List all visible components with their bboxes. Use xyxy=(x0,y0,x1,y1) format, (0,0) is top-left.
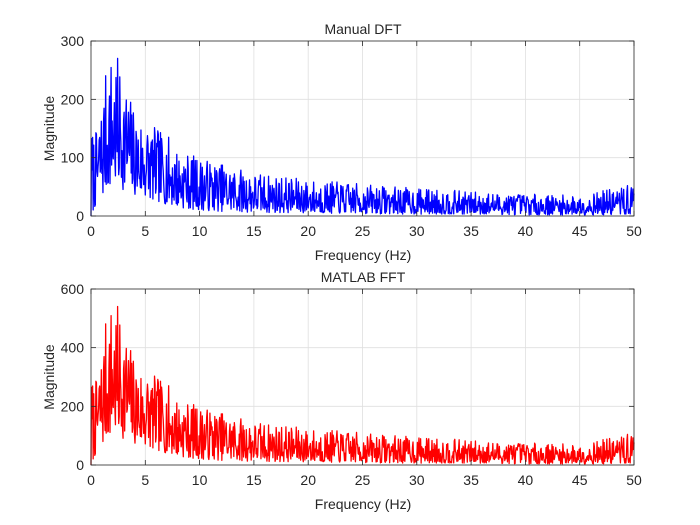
y-tick-label: 400 xyxy=(61,340,85,356)
x-tick-label: 40 xyxy=(518,223,534,239)
x-tick-label: 45 xyxy=(572,223,588,239)
x-tick-label: 50 xyxy=(626,223,642,239)
y-tick-label: 0 xyxy=(76,457,84,473)
subplot-manual-dft: Manual DFT 0 5 10 15 20 25 30 35 40 45 50 0 100 200 3… xyxy=(41,21,642,263)
x-tick-label: 35 xyxy=(463,223,479,239)
x-tick-label: 30 xyxy=(409,472,425,488)
x-tick-label: 5 xyxy=(141,472,149,488)
x-tick-labels: 0 5 10 15 20 25 30 35 40 45 50 xyxy=(87,41,642,239)
series-line xyxy=(90,305,635,466)
x-tick-label: 25 xyxy=(355,223,371,239)
y-tick-label: 300 xyxy=(61,33,85,49)
series-line xyxy=(90,57,635,217)
y-tick-labels: 0 200 400 600 xyxy=(61,281,634,473)
data-line-series xyxy=(90,305,635,466)
x-tick-label: 20 xyxy=(300,223,316,239)
y-tick-label: 200 xyxy=(61,91,85,107)
y-tick-label: 100 xyxy=(61,150,85,166)
chart-title: Manual DFT xyxy=(324,21,401,37)
x-tick-label: 40 xyxy=(518,472,534,488)
grid xyxy=(91,289,634,465)
y-tick-label: 0 xyxy=(76,208,84,224)
x-tick-label: 20 xyxy=(300,472,316,488)
x-tick-labels: 0 5 10 15 20 25 30 35 40 45 50 xyxy=(87,289,642,488)
x-tick-label: 5 xyxy=(141,223,149,239)
x-tick-label: 0 xyxy=(87,223,95,239)
y-axis-label: Magnitude xyxy=(41,96,57,162)
x-tick-label: 45 xyxy=(572,472,588,488)
data-line-series xyxy=(90,57,635,217)
x-tick-label: 15 xyxy=(246,472,262,488)
y-tick-labels: 0 100 200 300 xyxy=(61,33,634,224)
x-axis-label: Frequency (Hz) xyxy=(315,247,411,263)
x-tick-label: 35 xyxy=(463,472,479,488)
y-tick-label: 200 xyxy=(61,398,85,414)
y-axis-label: Magnitude xyxy=(41,344,57,410)
x-tick-label: 50 xyxy=(626,472,642,488)
subplot-matlab-fft: MATLAB FFT 0 5 10 15 20 25 30 35 40 45 50 0 200 400 6… xyxy=(41,269,642,512)
x-tick-label: 25 xyxy=(355,472,371,488)
y-tick-label: 600 xyxy=(61,281,85,297)
x-tick-label: 10 xyxy=(192,472,208,488)
x-tick-label: 30 xyxy=(409,223,425,239)
x-tick-label: 10 xyxy=(192,223,208,239)
chart-title: MATLAB FFT xyxy=(321,269,406,285)
x-axis-label: Frequency (Hz) xyxy=(315,496,411,512)
x-tick-label: 0 xyxy=(87,472,95,488)
x-tick-label: 15 xyxy=(246,223,262,239)
